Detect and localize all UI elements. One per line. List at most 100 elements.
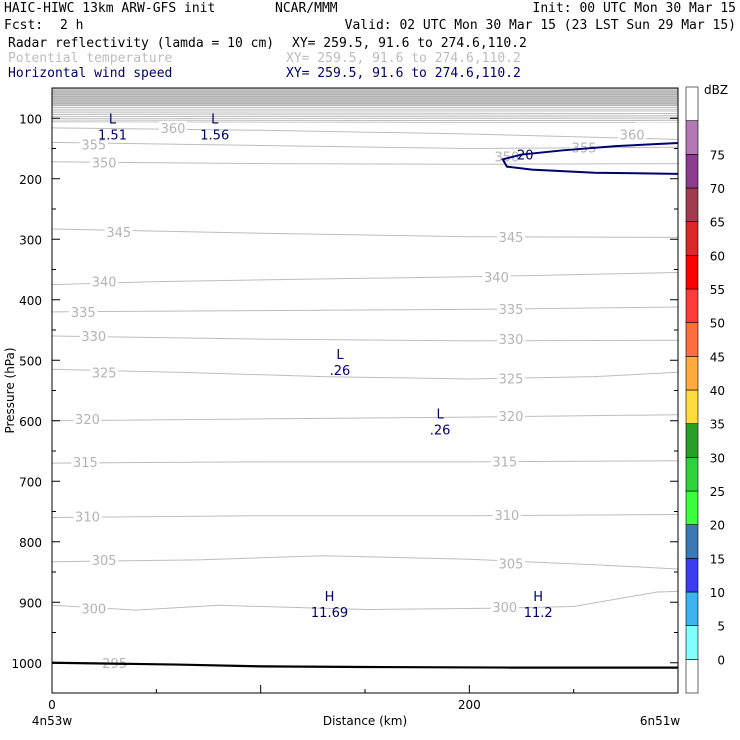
theta-contour-label: 330 (81, 330, 106, 345)
theta-label-bg (497, 301, 526, 316)
upper-level-contour-band (51, 88, 679, 123)
upper-band-line (51, 117, 679, 120)
theta-contour (51, 335, 679, 342)
plot-axes: 1002003004005006007008009001000Pressure … (3, 87, 680, 728)
wind-low-marker: L (211, 112, 219, 127)
colorbar-swatch (685, 288, 699, 323)
colorbar-swatch (685, 120, 699, 155)
x-tick-label: 200 (458, 698, 481, 712)
theta-label-bg (492, 149, 521, 164)
wind-low-marker: L (436, 407, 444, 422)
theta-contour-label: 315 (492, 455, 517, 470)
colorbar-swatch (685, 457, 699, 492)
theta-contour-label: 310 (494, 509, 519, 524)
theta-contour-label: 345 (499, 231, 524, 246)
init-time: Init: 00 UTC Mon 30 Mar 15 (532, 1, 737, 16)
theta-label-bg (79, 601, 108, 616)
colorbar-swatch (685, 659, 699, 694)
colorbar-level-label: 55 (710, 283, 725, 297)
wind-extremum-value: 11.69 (311, 606, 348, 621)
theta-contour-label: 325 (499, 372, 524, 387)
colorbar-swatch (685, 591, 699, 626)
wind-extremum-value: .26 (330, 364, 351, 379)
theta-label-bg (90, 365, 119, 380)
theta-contour (51, 368, 679, 380)
theta-contour (51, 414, 679, 422)
theta-contour (51, 555, 679, 570)
colorbar-swatch (685, 389, 699, 424)
theta-label-bg (73, 509, 102, 524)
colorbar-level-label: 20 (710, 519, 725, 533)
y-axis-label: Pressure (hPa) (3, 347, 17, 433)
colorbar-swatch (685, 625, 699, 660)
wind-low-marker: L (336, 348, 344, 363)
org-label: NCAR/MMM (275, 1, 338, 16)
colorbar-level-label: 50 (710, 317, 725, 331)
theta-contour-label: 355 (81, 138, 106, 153)
colorbar-swatch (685, 490, 699, 525)
wind-extremum-value: 1.51 (98, 128, 127, 143)
fcst-value: 2 h (60, 18, 84, 33)
colorbar-level-label: 60 (710, 249, 725, 263)
wind-extremum-value: .26 (430, 423, 451, 438)
theta-contour (51, 228, 679, 238)
colorbar-swatch (685, 221, 699, 256)
theta-label-bg (79, 329, 108, 344)
theta-label-bg (497, 556, 526, 571)
y-tick-label: 600 (19, 415, 42, 429)
theta-contour (51, 460, 679, 464)
theta-contour-label: 360 (620, 129, 645, 144)
wind-high-marker: H (533, 590, 543, 605)
colorbar-level-label: 45 (710, 350, 725, 364)
upper-band-line (51, 114, 679, 116)
y-tick-label: 700 (19, 475, 42, 489)
theta-label-bg (90, 552, 119, 567)
surface-boundary-line (51, 661, 678, 669)
colorbar-swatch (685, 558, 699, 593)
colorbar-swatch (685, 322, 699, 357)
theta-contour (51, 590, 679, 611)
colorbar-level-label: 25 (710, 485, 725, 499)
theta-contour-label: 315 (73, 456, 98, 471)
theta-contour (51, 514, 679, 518)
colorbar-swatch (685, 154, 699, 189)
theta-contour-label: 320 (75, 413, 100, 428)
theta-contour (51, 306, 679, 313)
theta-label-bg (90, 155, 119, 170)
colorbar-level-label: 35 (710, 418, 725, 432)
x-tick-label: 0 (48, 698, 56, 712)
colorbar-swatch (685, 187, 699, 222)
fcst-label: Fcst: (4, 18, 44, 33)
theta-contour-label: 310 (75, 510, 100, 525)
theta-contour-label: 325 (92, 366, 117, 381)
wind-extremum-value: 11.2 (524, 606, 553, 621)
colorbar-level-label: 75 (710, 148, 725, 162)
theta-label-bg (490, 454, 519, 469)
theta-contour-label: 335 (499, 303, 524, 318)
theta-contour-label: 320 (499, 410, 524, 425)
upper-band-line (51, 112, 679, 114)
theta-label-bg (73, 411, 102, 426)
colorbar-swatch (685, 423, 699, 458)
colorbar-title: dBZ (704, 83, 728, 97)
upper-band-line (51, 121, 679, 123)
y-tick-label: 300 (19, 233, 42, 247)
theta-label-bg (90, 274, 119, 289)
wind-high-marker: H (325, 590, 335, 605)
theta-label-bg (159, 120, 188, 135)
colorbar-swatch (685, 86, 699, 121)
wind-low-marker: L (109, 112, 117, 127)
theta-contour-label: 335 (71, 306, 96, 321)
wind-contour-label: 20 (517, 149, 534, 164)
x-axis-label: Distance (km) (323, 714, 407, 728)
colorbar-level-label: 10 (710, 586, 725, 600)
theta-contour-label: 305 (92, 554, 117, 569)
theta-contour-label: 305 (499, 558, 524, 573)
reflectivity-colorbar: 0 5 10 15 20 25 30 35 40 45 50 55 60 65 70 75 dBZ (685, 83, 728, 694)
theta-label-bg (618, 127, 647, 142)
field-theta-name: Potential temperature (8, 51, 173, 66)
theta-label-bg (497, 371, 526, 386)
plot-frame (51, 87, 679, 694)
theta-label-bg (69, 304, 98, 319)
valid-time: Valid: 02 UTC Mon 30 Mar 15 (23 LST Sun … (344, 18, 736, 33)
